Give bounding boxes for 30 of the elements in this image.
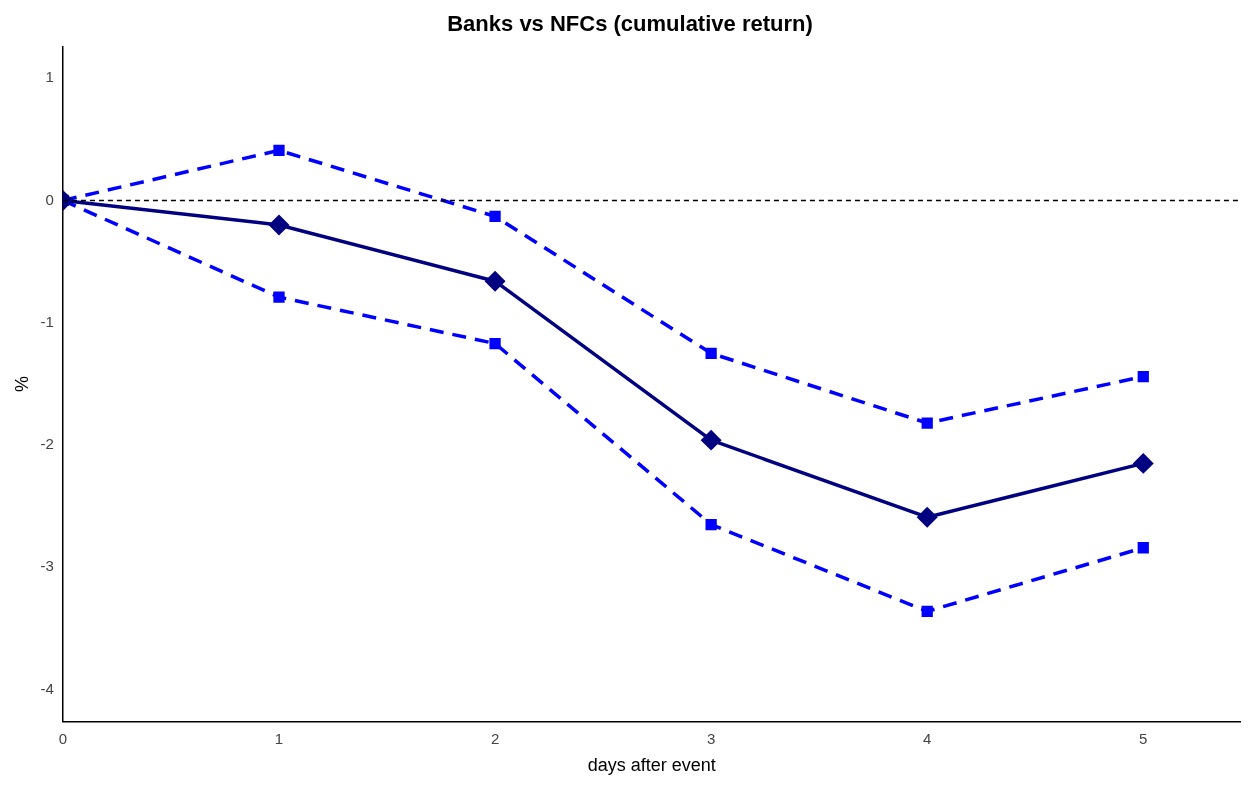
y-axis-title: %: [11, 375, 32, 392]
y-tick-label: -2: [40, 435, 54, 453]
y-tick-label: -1: [40, 312, 54, 330]
point: [1137, 370, 1149, 383]
point: [705, 518, 717, 531]
point: [917, 507, 937, 527]
y-tick-label: -4: [40, 679, 54, 697]
chart-title: Banks vs NFCs (cumulative return): [447, 11, 813, 37]
point: [701, 430, 721, 450]
point: [1133, 453, 1154, 474]
x-tick-label: 5: [1139, 729, 1148, 747]
point: [921, 417, 933, 429]
point: [489, 337, 501, 350]
x-tick-label: 2: [490, 729, 500, 747]
x-tick-label: 1: [274, 729, 284, 747]
point: [273, 291, 285, 303]
y-tick-label: 1: [45, 68, 54, 86]
point: [921, 605, 933, 617]
point: [273, 144, 285, 156]
x-tick-label: 4: [923, 729, 932, 747]
y-tick-label: -3: [40, 557, 54, 575]
point: [489, 210, 501, 223]
x-tick-label: 0: [58, 729, 68, 747]
point: [1137, 542, 1149, 554]
x-tick-label: 3: [706, 729, 716, 747]
point: [485, 271, 505, 291]
point: [269, 215, 289, 235]
x-axis-title: days after event: [587, 755, 716, 776]
y-tick-label: 0: [45, 190, 54, 208]
point: [705, 347, 717, 359]
